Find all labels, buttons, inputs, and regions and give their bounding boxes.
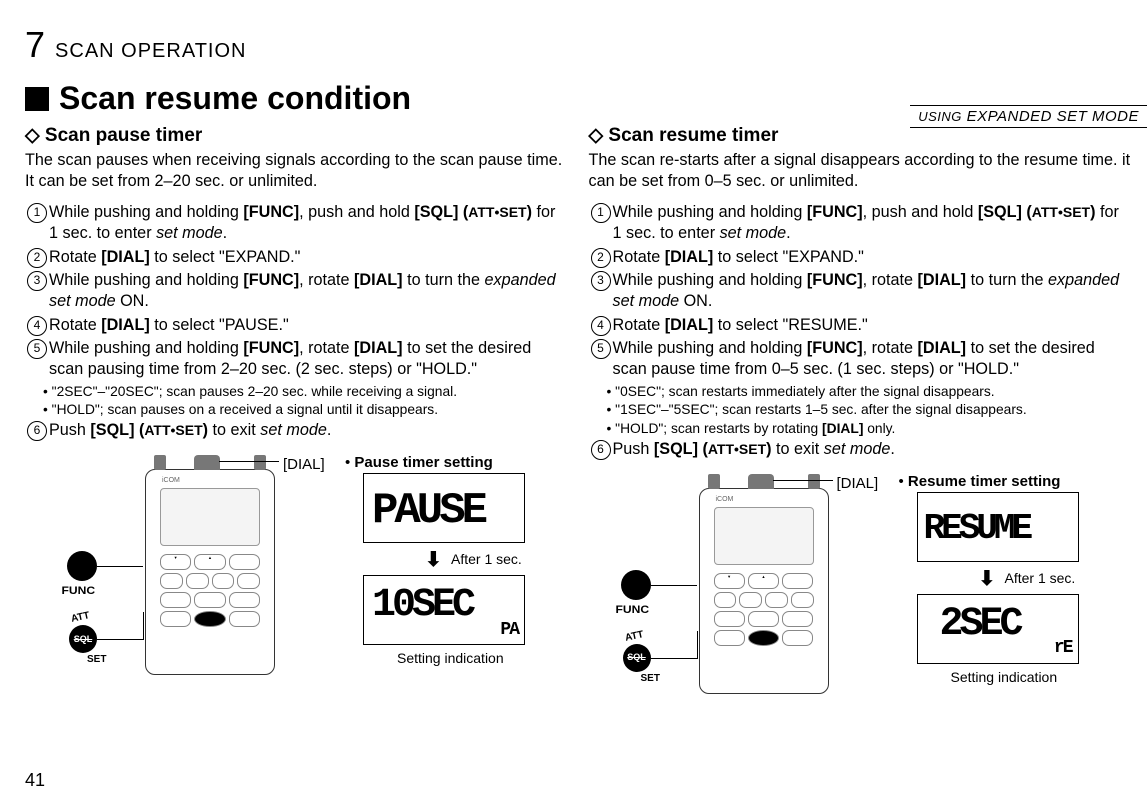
left-step-6: 6Push [SQL] (ATT•SET) to exit set mode. <box>25 420 569 441</box>
left-detail-1: • "2SEC"–"20SEC"; scan pauses 2–20 sec. … <box>25 383 569 402</box>
right-step-4: 4Rotate [DIAL] to select "RESUME." <box>589 315 1133 336</box>
left-step-1: 1While pushing and holding [FUNC], push … <box>25 202 569 245</box>
after-label-right: After 1 sec. <box>1005 569 1076 587</box>
using-prefix: USING <box>918 109 962 124</box>
pause-timer-title: • Pause timer setting <box>345 453 493 473</box>
right-step-2: 2Rotate [DIAL] to select "EXPAND." <box>589 247 1133 268</box>
dial-label: [DIAL] <box>837 474 879 494</box>
radio-device-icon: iCOM ▼▲ <box>145 469 275 675</box>
resume-timer-title: • Resume timer setting <box>899 472 1061 492</box>
right-figure: iCOM ▼▲ FUNC SQL ATT SET [DIAL] • Resume… <box>589 466 1133 716</box>
set-label: SET <box>641 672 660 685</box>
lcd-resume: RESUME <box>917 492 1079 562</box>
using-expanded-set-mode-box: USING EXPANDED SET MODE <box>910 105 1147 128</box>
using-main: EXPANDED SET MODE <box>967 108 1139 125</box>
section-number: 7 <box>25 24 45 66</box>
func-button-icon <box>621 570 651 600</box>
lcd-pause: PAUSE <box>363 473 525 543</box>
left-step-5: 5While pushing and holding [FUNC], rotat… <box>25 338 569 381</box>
sql-button-icon: SQL <box>623 644 651 672</box>
left-intro: The scan pauses when receiving signals a… <box>25 150 569 193</box>
func-label: FUNC <box>61 584 95 599</box>
lcd-resume-value: 2SEC rE <box>917 594 1079 664</box>
lcd-pause-value: 10SEC PA <box>363 575 525 645</box>
setting-indication-left: Setting indication <box>397 649 504 667</box>
page-number: 41 <box>25 770 45 791</box>
right-step-1: 1While pushing and holding [FUNC], push … <box>589 202 1133 245</box>
down-arrow-icon: ⬇ <box>979 566 996 592</box>
square-bullet-icon <box>25 87 49 111</box>
after-label-left: After 1 sec. <box>451 550 522 568</box>
page-header: 7 SCAN OPERATION <box>25 24 1132 66</box>
section-label: SCAN OPERATION <box>55 40 246 63</box>
right-detail-2: • "1SEC"–"5SEC"; scan restarts 1–5 sec. … <box>589 401 1133 420</box>
left-step-3: 3While pushing and holding [FUNC], rotat… <box>25 270 569 313</box>
left-column: ◇ Scan pause timer The scan pauses when … <box>25 119 569 716</box>
att-label: ATT <box>623 628 644 645</box>
radio-device-icon: iCOM ▼▲ <box>699 488 829 694</box>
setting-indication-right: Setting indication <box>951 668 1058 686</box>
att-label: ATT <box>70 610 91 627</box>
right-step-5: 5While pushing and holding [FUNC], rotat… <box>589 338 1133 381</box>
right-step-3: 3While pushing and holding [FUNC], rotat… <box>589 270 1133 313</box>
func-label: FUNC <box>615 603 649 618</box>
dial-label: [DIAL] <box>283 455 325 475</box>
left-step-2: 2Rotate [DIAL] to select "EXPAND." <box>25 247 569 268</box>
right-column: ◇ Scan resume timer The scan re-starts a… <box>589 119 1133 716</box>
right-detail-1: • "0SEC"; scan restarts immediately afte… <box>589 383 1133 402</box>
right-intro: The scan re-starts after a signal disapp… <box>589 150 1133 193</box>
left-detail-2: • "HOLD"; scan pauses on a received a si… <box>25 401 569 420</box>
left-figure: iCOM ▼▲ FUNC SQL ATT SET [DIAL] <box>25 447 569 697</box>
right-step-6: 6Push [SQL] (ATT•SET) to exit set mode. <box>589 439 1133 460</box>
set-label: SET <box>87 653 106 666</box>
down-arrow-icon: ⬇ <box>425 547 442 573</box>
left-step-4: 4Rotate [DIAL] to select "PAUSE." <box>25 315 569 336</box>
func-button-icon <box>67 551 97 581</box>
left-subhead: ◇ Scan pause timer <box>25 123 569 148</box>
sql-button-icon: SQL <box>69 625 97 653</box>
right-detail-3: • "HOLD"; scan restarts by rotating [DIA… <box>589 420 1133 439</box>
